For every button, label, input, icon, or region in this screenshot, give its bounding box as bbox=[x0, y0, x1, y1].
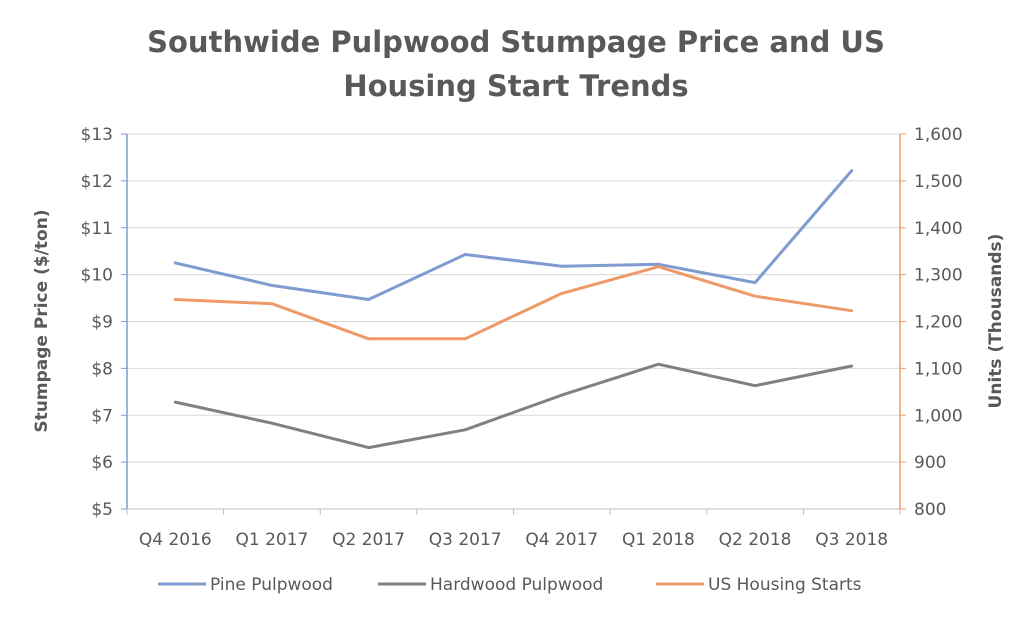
y-axis-left-tick-label: $6 bbox=[91, 453, 113, 473]
series-lines bbox=[173, 169, 854, 450]
y-axis-left-tick-label: $8 bbox=[91, 359, 113, 379]
y-axis-right-tick-label: 1,200 bbox=[914, 313, 963, 333]
y-axis-left-title: Stumpage Price ($/ton) bbox=[32, 209, 52, 432]
x-axis-tick-label: Q2 2017 bbox=[332, 530, 405, 550]
y-axis-left-tick-label: $13 bbox=[81, 125, 113, 145]
y-axis-right-tick-label: 1,300 bbox=[914, 266, 963, 286]
x-axis-tick-label: Q1 2018 bbox=[622, 530, 695, 550]
chart-title-line-1: Southwide Pulpwood Stumpage Price and US bbox=[147, 25, 885, 59]
x-axis-tick-label: Q3 2017 bbox=[429, 530, 502, 550]
y-axis-right-tick-label: 1,500 bbox=[914, 172, 963, 192]
x-axis-tick-label: Q2 2018 bbox=[719, 530, 792, 550]
y-axis-left-tick-label: $5 bbox=[91, 500, 113, 520]
y-axis-left-ticks: $5 $6 $7 $8 $9 $10 $11 $12 $13 bbox=[81, 125, 113, 520]
y-axis-right-tick-label: 1,400 bbox=[914, 219, 963, 239]
axes bbox=[121, 133, 906, 515]
y-axis-left-tick-label: $7 bbox=[91, 406, 113, 426]
legend-label-pine-pulpwood: Pine Pulpwood bbox=[210, 575, 333, 595]
y-axis-right-ticks: 800 900 1,000 1,100 1,200 1,300 1,400 1,500 1,60… bbox=[914, 125, 963, 520]
x-axis-tick-label: Q1 2017 bbox=[236, 530, 309, 550]
y-axis-right-tick-label: 900 bbox=[914, 453, 946, 473]
y-axis-left-tick-label: $12 bbox=[81, 172, 113, 192]
series-line-pine-pulpwood bbox=[173, 169, 854, 301]
series-line-hardwood-pulpwood bbox=[173, 362, 854, 450]
legend-label-us-housing-starts: US Housing Starts bbox=[708, 575, 862, 595]
y-axis-right-tick-label: 1,600 bbox=[914, 125, 963, 145]
chart-title-line-2: Housing Start Trends bbox=[343, 69, 688, 103]
legend-label-hardwood-pulpwood: Hardwood Pulpwood bbox=[430, 575, 603, 595]
y-axis-right-tick-label: 1,100 bbox=[914, 359, 963, 379]
x-axis-ticks: Q4 2016 Q1 2017 Q2 2017 Q3 2017 Q4 2017 Q1 20… bbox=[139, 530, 888, 550]
y-axis-right-tick-label: 1,000 bbox=[914, 406, 963, 426]
y-axis-left-tick-label: $10 bbox=[81, 266, 113, 286]
legend: Pine Pulpwood Hardwood Pulpwood US Housing… bbox=[158, 575, 862, 595]
x-axis-tick-label: Q4 2017 bbox=[525, 530, 598, 550]
x-axis-tick-label: Q4 2016 bbox=[139, 530, 212, 550]
gridlines bbox=[127, 133, 900, 463]
y-axis-right-title: Units (Thousands) bbox=[986, 234, 1006, 409]
y-axis-left-tick-label: $11 bbox=[81, 219, 113, 239]
x-axis-tick-label: Q3 2018 bbox=[815, 530, 888, 550]
y-axis-right-tick-label: 800 bbox=[914, 500, 946, 520]
series-line-us-housing-starts bbox=[173, 265, 854, 341]
y-axis-left-tick-label: $9 bbox=[91, 313, 113, 333]
